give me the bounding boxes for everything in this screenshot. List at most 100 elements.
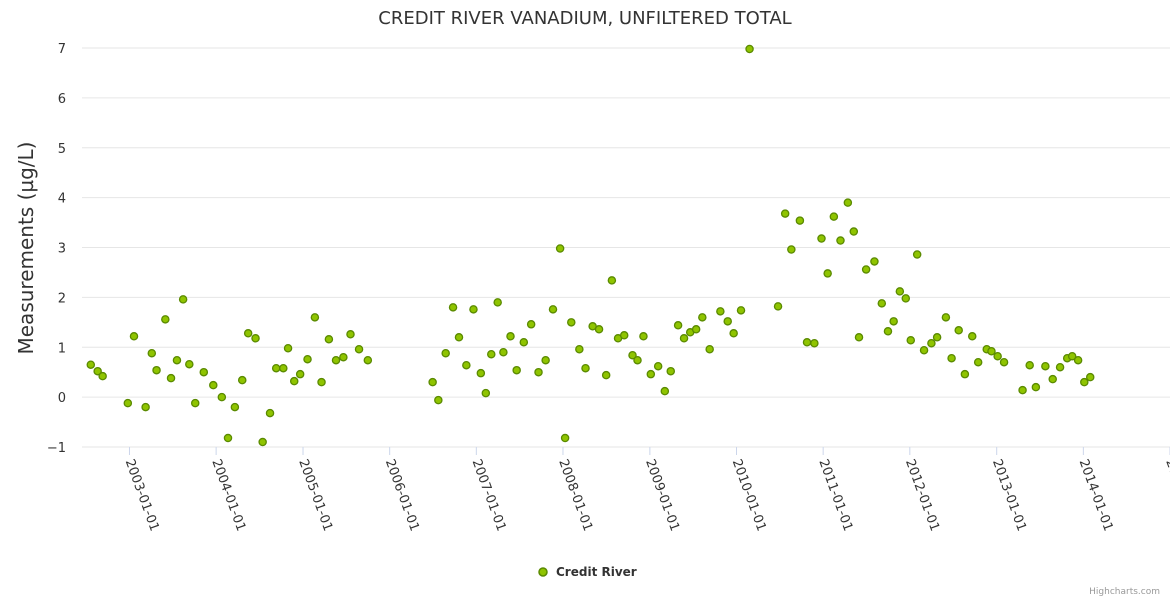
data-point[interactable]: [548, 305, 558, 314]
data-point[interactable]: [836, 236, 845, 245]
data-point[interactable]: [1025, 360, 1034, 370]
data-point[interactable]: [93, 366, 102, 376]
data-point[interactable]: [745, 44, 754, 54]
data-point[interactable]: [279, 363, 288, 373]
data-point[interactable]: [829, 212, 839, 221]
data-point[interactable]: [817, 234, 826, 243]
data-point[interactable]: [147, 348, 157, 358]
data-point[interactable]: [324, 335, 334, 344]
data-point[interactable]: [363, 355, 373, 365]
data-point[interactable]: [217, 392, 227, 402]
data-point[interactable]: [476, 368, 486, 378]
data-point[interactable]: [780, 209, 790, 218]
data-point[interactable]: [172, 355, 182, 365]
data-point[interactable]: [810, 339, 819, 348]
data-point[interactable]: [1041, 361, 1050, 371]
data-point[interactable]: [854, 333, 864, 342]
data-point[interactable]: [567, 318, 576, 327]
data-point[interactable]: [331, 355, 341, 365]
data-point[interactable]: [691, 325, 701, 334]
data-point[interactable]: [161, 315, 170, 324]
data-point[interactable]: [295, 369, 305, 379]
data-point[interactable]: [512, 365, 521, 375]
data-point[interactable]: [639, 332, 648, 341]
data-point[interactable]: [861, 265, 871, 274]
data-point[interactable]: [987, 346, 996, 356]
data-point[interactable]: [666, 366, 675, 376]
data-point[interactable]: [199, 367, 209, 377]
data-point[interactable]: [303, 354, 312, 364]
data-point[interactable]: [493, 298, 502, 307]
data-point[interactable]: [271, 363, 281, 373]
data-point[interactable]: [258, 437, 267, 447]
data-point[interactable]: [575, 344, 584, 354]
data-point[interactable]: [823, 269, 832, 278]
data-point[interactable]: [967, 332, 977, 341]
data-point[interactable]: [653, 361, 663, 371]
data-point[interactable]: [895, 287, 905, 296]
data-point[interactable]: [339, 352, 348, 362]
data-point[interactable]: [646, 369, 656, 379]
data-point[interactable]: [428, 377, 437, 387]
data-point[interactable]: [633, 355, 642, 365]
data-point[interactable]: [906, 336, 916, 345]
data-point[interactable]: [555, 244, 565, 253]
data-point[interactable]: [787, 245, 796, 254]
data-point[interactable]: [849, 227, 859, 236]
data-point[interactable]: [1055, 362, 1065, 372]
data-point[interactable]: [941, 313, 951, 322]
data-point[interactable]: [506, 332, 515, 341]
data-point[interactable]: [1080, 377, 1089, 387]
data-point[interactable]: [86, 360, 96, 369]
data-point[interactable]: [185, 359, 194, 369]
data-point[interactable]: [265, 408, 275, 418]
data-point[interactable]: [98, 371, 107, 381]
data-point[interactable]: [448, 303, 458, 312]
data-point[interactable]: [469, 305, 478, 314]
data-point[interactable]: [209, 380, 218, 390]
data-point[interactable]: [729, 329, 738, 338]
data-point[interactable]: [354, 344, 364, 354]
data-point[interactable]: [243, 329, 253, 338]
data-point[interactable]: [973, 357, 983, 367]
data-point[interactable]: [223, 433, 233, 443]
data-point[interactable]: [795, 216, 805, 225]
data-point[interactable]: [660, 386, 670, 396]
data-point[interactable]: [166, 373, 176, 383]
data-point[interactable]: [534, 367, 543, 377]
data-point[interactable]: [673, 321, 683, 330]
data-point[interactable]: [434, 395, 443, 405]
data-point[interactable]: [960, 369, 970, 379]
data-point[interactable]: [581, 363, 590, 373]
data-point[interactable]: [441, 348, 450, 358]
data-point[interactable]: [607, 276, 617, 285]
data-point[interactable]: [919, 345, 929, 355]
data-point[interactable]: [541, 355, 550, 365]
data-point[interactable]: [178, 295, 188, 304]
data-point[interactable]: [237, 375, 247, 385]
data-point[interactable]: [601, 370, 611, 380]
legend-item-credit-river[interactable]: Credit River: [538, 565, 637, 579]
data-point[interactable]: [716, 307, 725, 316]
data-point[interactable]: [705, 344, 714, 354]
data-point[interactable]: [628, 350, 637, 360]
data-point[interactable]: [462, 360, 471, 370]
data-point[interactable]: [141, 402, 150, 412]
data-point[interactable]: [594, 325, 604, 334]
data-point[interactable]: [901, 294, 911, 303]
data-point[interactable]: [912, 250, 922, 259]
data-point[interactable]: [230, 402, 240, 412]
data-point[interactable]: [1048, 374, 1057, 384]
data-point[interactable]: [526, 320, 536, 329]
data-point[interactable]: [560, 433, 570, 443]
data-point[interactable]: [1067, 351, 1077, 361]
data-point[interactable]: [932, 333, 942, 342]
data-point[interactable]: [843, 198, 853, 207]
data-point[interactable]: [889, 317, 898, 326]
data-point[interactable]: [883, 327, 893, 336]
data-point[interactable]: [152, 365, 161, 375]
data-point[interactable]: [999, 357, 1009, 367]
data-point[interactable]: [519, 338, 529, 347]
data-point[interactable]: [481, 388, 491, 398]
data-point[interactable]: [993, 351, 1002, 361]
